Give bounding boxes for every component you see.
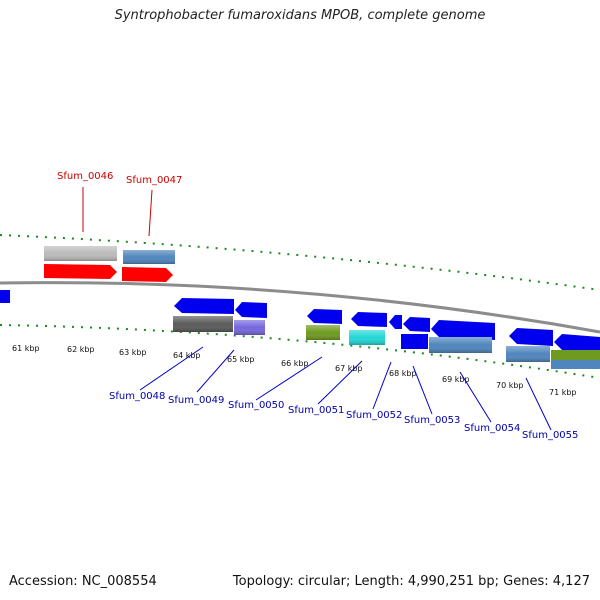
map-title: Syntrophobacter fumaroxidans MPOB, compl… [114,8,486,23]
feature-blue-arrow-4[interactable] [351,312,387,327]
scale-label: 67 kbp [335,364,363,373]
gene-label: Sfum_0047 [126,175,182,186]
scale-label: 69 kbp [442,375,470,384]
gene-label: Sfum_0050 [228,400,284,411]
gene-label: Sfum_0046 [57,171,113,182]
gene-label: Sfum_0048 [109,391,165,402]
feature-steel-4[interactable] [551,360,600,369]
gene-label: Sfum_0051 [288,405,344,416]
feature-red-arrow-2[interactable] [122,267,173,282]
leader-line [148,189,153,237]
feature-blue-arrow-1[interactable] [174,298,234,314]
gene-label: Sfum_0053 [404,415,460,426]
bottom-gene-labels: Sfum_0048 Sfum_0049 Sfum_0050 Sfum_0051 Sfum… [109,391,578,441]
genome-stats-label: Topology: circular; Length: 4,990,251 bp… [232,574,590,589]
feature-blue-edge[interactable] [0,290,10,303]
feature-blue-arrow-8[interactable] [509,328,553,346]
scale-label: 63 kbp [119,348,147,357]
scale-label: 70 kbp [496,381,524,390]
scale-label: 68 kbp [389,369,417,378]
reverse-strand-features [0,290,600,369]
accession-label: Accession: NC_008554 [9,574,157,589]
scale-label: 71 kbp [549,388,577,397]
feature-blue-block[interactable] [401,334,428,349]
genome-backbone [0,281,600,334]
scale-label: 65 kbp [227,355,255,364]
gene-label: Sfum_0055 [522,430,578,441]
gene-label: Sfum_0049 [168,395,224,406]
scale-label: 61 kbp [12,344,40,353]
scale-label: 62 kbp [67,345,95,354]
bottom-leader-lines [139,346,552,431]
feature-red-arrow-1[interactable] [44,264,117,279]
top-gene-labels: Sfum_0046 Sfum_0047 [57,171,182,186]
feature-blue-arrow-6[interactable] [403,317,430,332]
scale-label: 64 kbp [173,351,201,360]
feature-blue-arrow-3[interactable] [307,309,342,324]
feature-blue-arrow-2[interactable] [235,302,267,318]
gene-label: Sfum_0054 [464,423,520,434]
gene-label: Sfum_0052 [346,410,402,421]
feature-blue-arrow-7[interactable] [431,320,495,340]
feature-blue-arrow-9[interactable] [554,334,600,353]
feature-blue-arrow-5[interactable] [389,315,402,329]
feature-olive-2[interactable] [551,350,600,360]
forward-strand-features [44,246,175,282]
scale-label: 66 kbp [281,359,309,368]
scale-labels: 61 kbp 62 kbp 63 kbp 64 kbp 65 kbp 66 kbp 67 k… [12,344,577,397]
